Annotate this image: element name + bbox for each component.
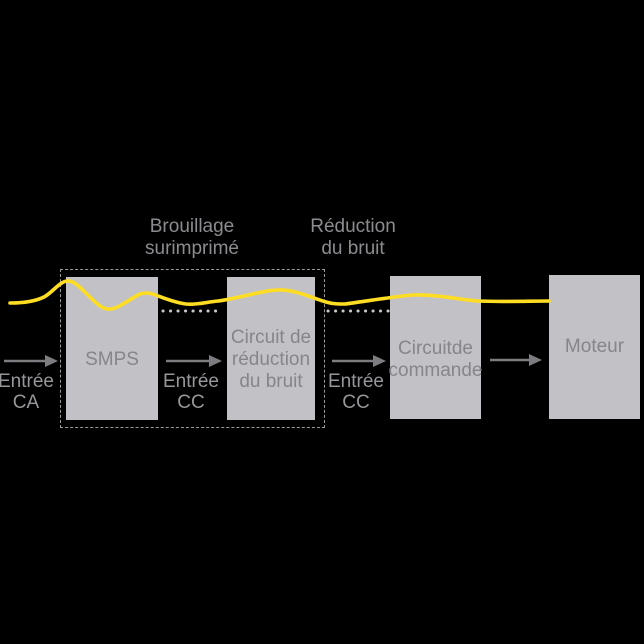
dc-input-label-1: Entrée CC <box>163 371 219 413</box>
ac-input-label: Entrée CA <box>0 371 54 413</box>
flow-arrow-ac-input-icon <box>4 355 58 367</box>
flow-arrow-dc-input-2-icon <box>332 355 386 367</box>
interference-region-outline <box>60 269 325 428</box>
interference-annotation: Brouillage surimprimé <box>145 216 239 259</box>
block-noise-reduction-label: Circuit de réduction du bruit <box>230 326 312 392</box>
dc-input-label-2: Entrée CC <box>328 371 384 413</box>
flow-arrow-motor-icon <box>490 354 542 366</box>
noise-reduction-annotation: Réduction du bruit <box>310 216 396 259</box>
block-control-circuit-label: Circuitde commande <box>388 337 483 381</box>
block-smps-label: SMPS <box>85 348 139 370</box>
block-motor-label: Moteur <box>564 336 625 357</box>
block-motor: Moteur <box>549 275 640 419</box>
